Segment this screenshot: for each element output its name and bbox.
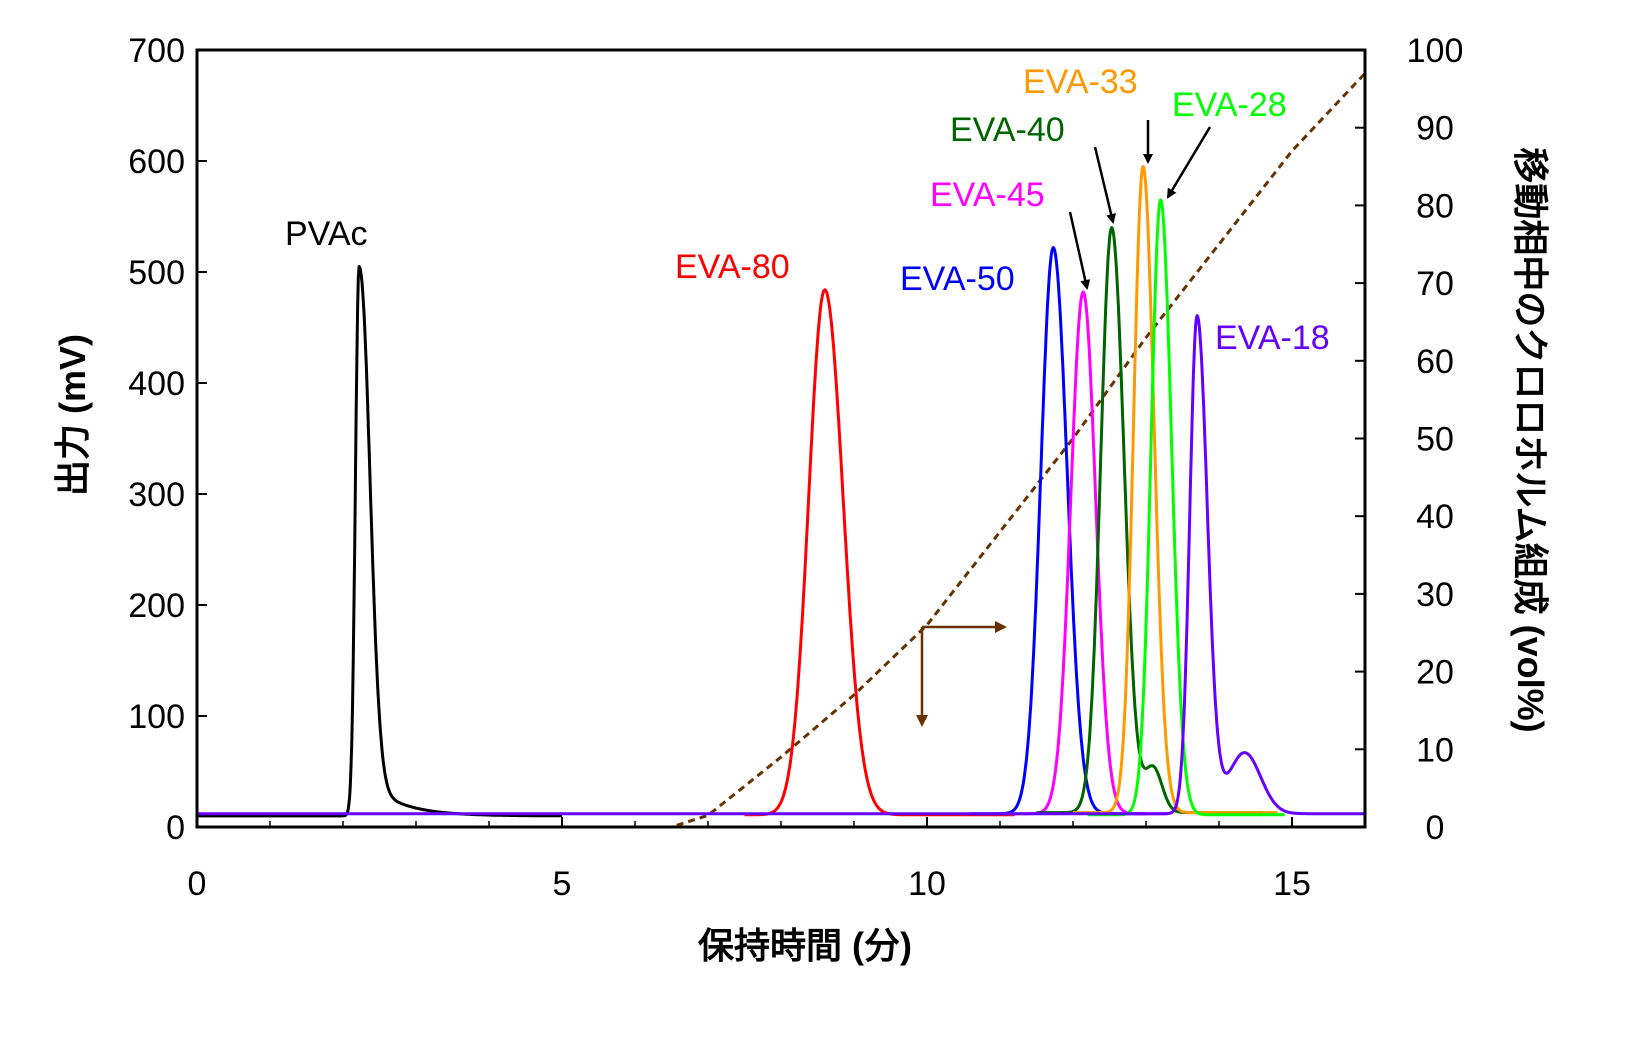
y2-tick-label: 40: [1416, 498, 1454, 536]
y-tick-label: 200: [128, 587, 185, 625]
y2-tick-label: 50: [1416, 421, 1454, 459]
y2-axis-title: 移動相中のクロロホルム組成 (vol%): [1510, 147, 1551, 732]
y2-tick-label: 100: [1407, 32, 1464, 70]
x-tick-label: 0: [188, 865, 207, 903]
y-tick-label: 400: [128, 365, 185, 403]
plot-frame: [195, 48, 1367, 829]
label-eva-50: EVA-50: [900, 260, 1015, 298]
x-tick-label: 10: [908, 865, 946, 903]
y-axis-title: 出力 (mV): [52, 334, 93, 496]
arrow-eva-45: [1068, 211, 1091, 290]
series-eva-18: [196, 314, 1366, 816]
label-eva-28: EVA-28: [1172, 86, 1287, 124]
y2-tick-label: 80: [1416, 187, 1454, 225]
series-eva-33: [1072, 165, 1279, 815]
y2-tick-label: 90: [1416, 110, 1454, 148]
y-tick-label: 0: [166, 809, 185, 847]
x-tick-label: 5: [553, 865, 572, 903]
x-axis-title: 保持時間 (分): [698, 925, 912, 966]
arrow-eva-28: [1166, 126, 1212, 199]
series-eva-80: [743, 288, 1016, 817]
arrow-eva-40: [1093, 146, 1116, 224]
gradient-line: [197, 72, 1367, 829]
y-tick-label: 300: [128, 476, 185, 514]
y-tick-label: 600: [128, 143, 185, 181]
y2-tick-label: 10: [1416, 731, 1454, 769]
y2-tick-label: 30: [1416, 576, 1454, 614]
y-tick-label: 700: [128, 32, 185, 70]
label-eva-40: EVA-40: [950, 111, 1065, 149]
label-eva-18: EVA-18: [1215, 319, 1330, 357]
y2-tick-label: 70: [1416, 265, 1454, 303]
y-tick-label: 500: [128, 254, 185, 292]
label-eva-45: EVA-45: [930, 176, 1045, 214]
y2-tick-label: 0: [1426, 809, 1445, 847]
label-eva-80: EVA-80: [675, 248, 790, 286]
label-pvac: PVAc: [285, 215, 368, 253]
y2-tick-label: 60: [1416, 343, 1454, 381]
series-pvac: [196, 265, 563, 818]
y2-tick-label: 20: [1416, 654, 1454, 692]
x-tick-label: 15: [1273, 865, 1311, 903]
label-eva-33: EVA-33: [1023, 63, 1138, 101]
y-tick-label: 100: [128, 698, 185, 736]
